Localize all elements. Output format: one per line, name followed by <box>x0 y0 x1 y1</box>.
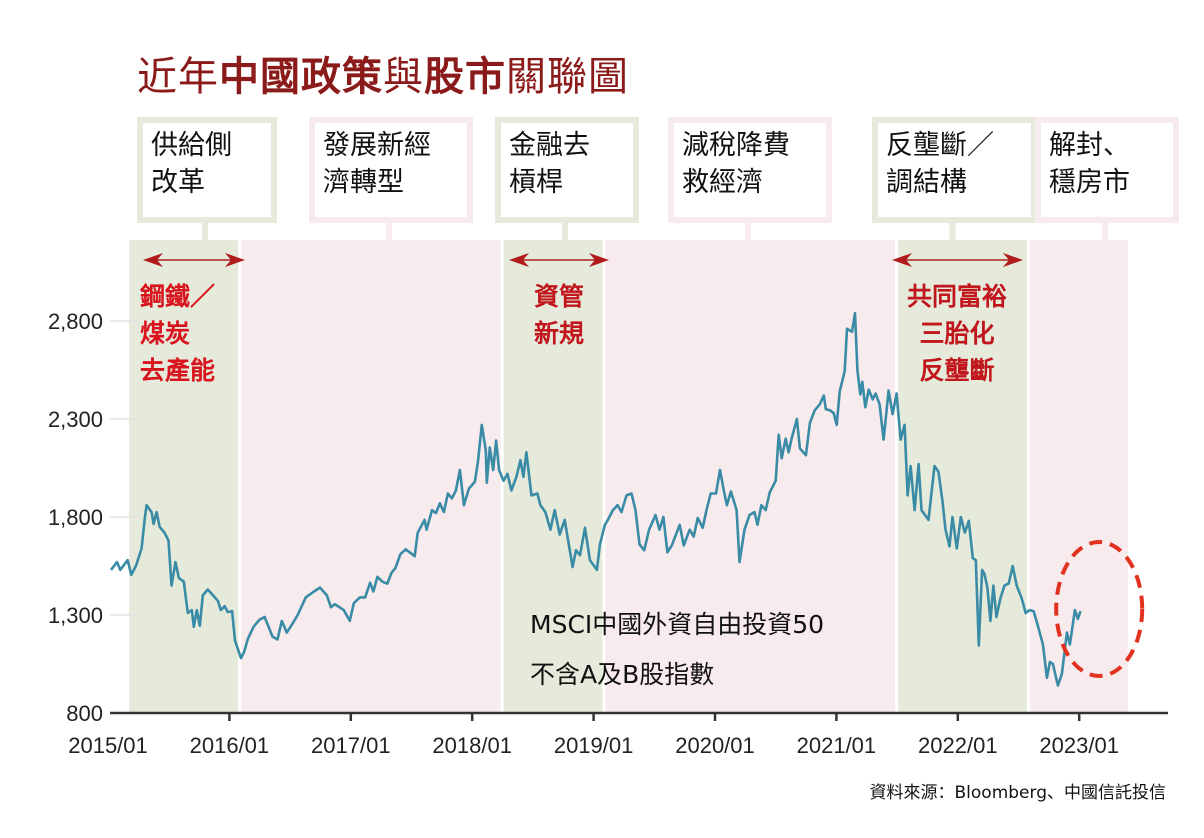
policy-box: 金融去 槓桿 <box>495 117 639 223</box>
double-arrow-icon <box>892 253 1023 267</box>
series-legend: MSCI中國外資自由投資50 不含A及B股指數 <box>530 610 825 689</box>
arrow-head <box>225 253 245 267</box>
shaded-period <box>503 240 603 713</box>
y-tick-label: 800 <box>66 701 103 726</box>
arrow-head <box>1003 253 1023 267</box>
highlight-circle <box>1054 540 1145 678</box>
title-part: 中國政策 <box>219 54 383 100</box>
page-title: 近年中國政策與股市關聯圖 <box>137 44 629 102</box>
policy-box: 減稅降費 救經濟 <box>668 117 832 223</box>
title-part: 關聯圖 <box>506 54 629 100</box>
y-tick-label: 2,300 <box>48 407 103 432</box>
x-tick-label: 2018/01 <box>432 733 512 758</box>
arrow-head <box>143 253 163 267</box>
policy-box: 反壟斷／ 調結構 <box>872 117 1037 223</box>
shaded-period <box>1029 240 1128 713</box>
arrow-head <box>589 253 609 267</box>
shaded-period <box>129 240 239 713</box>
x-tick-label: 2022/01 <box>918 733 998 758</box>
arrow-head <box>509 253 529 267</box>
connector <box>745 214 751 241</box>
connector <box>949 214 956 241</box>
x-tick-label: 2023/01 <box>1039 733 1119 758</box>
series-line <box>109 311 1082 687</box>
connector <box>202 214 208 241</box>
x-tick-label: 2020/01 <box>675 733 755 758</box>
connector <box>562 214 568 241</box>
policy-box: 發展新經 濟轉型 <box>309 117 473 223</box>
double-arrow-icon <box>509 253 609 267</box>
annotation-label: 資管 新規 <box>533 282 584 348</box>
connector <box>1102 214 1108 241</box>
title-part: 近年 <box>137 54 219 100</box>
annotation-label: 共同富裕 三胎化 反壟斷 <box>906 282 1007 385</box>
y-tick-label: 1,800 <box>48 505 103 530</box>
policy-box: 解封、 穩房市 <box>1035 117 1179 223</box>
annotation-label: 鋼鐵／ 煤炭 去產能 <box>140 282 216 385</box>
x-tick-label: 2016/01 <box>190 733 270 758</box>
x-tick-label: 2017/01 <box>311 733 391 758</box>
policy-box: 供給側 改革 <box>137 117 277 223</box>
shaded-period <box>605 240 896 713</box>
title-part: 股市 <box>424 54 506 100</box>
title-part: 與 <box>383 54 424 100</box>
x-tick-label: 2019/01 <box>554 733 634 758</box>
y-tick-label: 2,800 <box>48 309 103 334</box>
source-note: 資料來源：Bloomberg、中國信託投信 <box>869 783 1166 803</box>
x-tick-label: 2015/01 <box>68 733 148 758</box>
y-tick-label: 1,300 <box>48 603 103 628</box>
arrow-head <box>892 253 912 267</box>
double-arrow-icon <box>143 253 245 267</box>
connector <box>386 214 392 241</box>
x-tick-label: 2021/01 <box>797 733 877 758</box>
